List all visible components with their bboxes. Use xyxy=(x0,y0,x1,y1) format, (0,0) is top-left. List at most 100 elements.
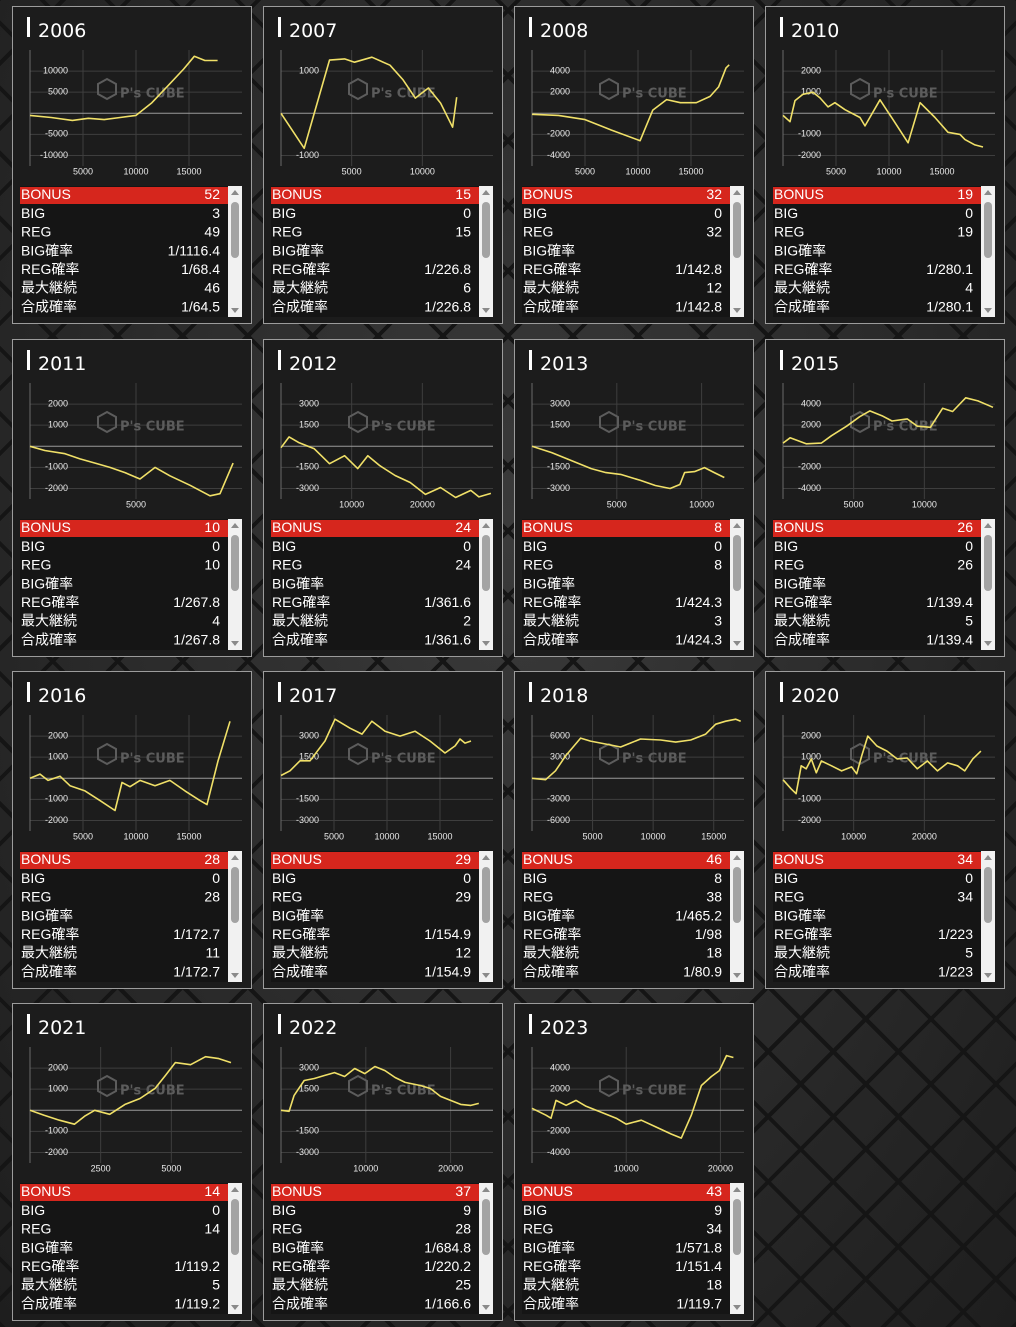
x-tick-label: 15000 xyxy=(929,166,954,176)
scroll-up-arrow[interactable] xyxy=(231,1187,239,1192)
scrollbar[interactable] xyxy=(730,851,744,982)
panel-year: 2010 xyxy=(791,20,839,42)
scrollbar-thumb[interactable] xyxy=(231,202,239,258)
scroll-down-arrow[interactable] xyxy=(733,308,741,313)
scrollbar[interactable] xyxy=(479,519,493,650)
scroll-up-arrow[interactable] xyxy=(482,190,490,195)
stat-value: 1/267.8 xyxy=(173,594,220,610)
y-tick-label: -2000 xyxy=(798,815,821,825)
scrollbar-thumb[interactable] xyxy=(482,867,490,923)
stat-value: 29 xyxy=(455,851,471,867)
y-tick-label: 1500 xyxy=(299,1084,319,1094)
scrollbar-thumb[interactable] xyxy=(733,202,741,258)
scroll-up-arrow[interactable] xyxy=(733,190,741,195)
stats-table xyxy=(20,851,228,982)
scroll-up-arrow[interactable] xyxy=(231,523,239,528)
scroll-up-arrow[interactable] xyxy=(733,1187,741,1192)
scrollbar-thumb[interactable] xyxy=(733,867,741,923)
scrollbar[interactable] xyxy=(228,519,242,650)
scroll-down-arrow[interactable] xyxy=(984,973,992,978)
stat-value: 1/98 xyxy=(695,926,722,942)
scroll-down-arrow[interactable] xyxy=(984,308,992,313)
watermark-icon xyxy=(97,77,117,101)
scroll-up-arrow[interactable] xyxy=(984,523,992,528)
scrollbar[interactable] xyxy=(228,851,242,982)
bonus-row-highlight xyxy=(271,187,479,204)
scroll-down-arrow[interactable] xyxy=(482,641,490,646)
scroll-down-arrow[interactable] xyxy=(733,641,741,646)
scrollbar[interactable] xyxy=(228,186,242,317)
stat-value: 1/226.8 xyxy=(424,298,471,314)
scrollbar[interactable] xyxy=(730,519,744,650)
stat-value: 1/172.7 xyxy=(173,926,220,942)
scrollbar[interactable] xyxy=(981,519,995,650)
watermark: P's CUBE xyxy=(622,1084,687,1099)
stat-label: BIG xyxy=(523,538,547,554)
scrollbar[interactable] xyxy=(981,186,995,317)
y-tick-label: 1500 xyxy=(550,420,570,430)
stat-label: 合成確率 xyxy=(774,963,830,979)
scroll-down-arrow[interactable] xyxy=(231,308,239,313)
scrollbar[interactable] xyxy=(479,186,493,317)
stat-value: 1/142.8 xyxy=(675,261,722,277)
scrollbar[interactable] xyxy=(981,851,995,982)
scrollbar-thumb[interactable] xyxy=(231,1199,239,1255)
title-marker xyxy=(27,1014,30,1034)
scroll-down-arrow[interactable] xyxy=(984,641,992,646)
scroll-up-arrow[interactable] xyxy=(984,855,992,860)
stats-table xyxy=(773,519,981,650)
scroll-up-arrow[interactable] xyxy=(733,855,741,860)
scrollbar-thumb[interactable] xyxy=(984,202,992,258)
stat-label: BIG xyxy=(272,870,296,886)
y-tick-label: 1000 xyxy=(48,752,68,762)
scroll-down-arrow[interactable] xyxy=(733,973,741,978)
scrollbar-thumb[interactable] xyxy=(984,867,992,923)
stat-label: 最大継続 xyxy=(21,613,77,629)
scroll-up-arrow[interactable] xyxy=(984,190,992,195)
y-tick-label: -4000 xyxy=(798,483,821,493)
scrollbar[interactable] xyxy=(730,1183,744,1314)
scroll-up-arrow[interactable] xyxy=(231,190,239,195)
y-tick-label: 1500 xyxy=(299,420,319,430)
scroll-up-arrow[interactable] xyxy=(231,855,239,860)
stat-value: 1/119.2 xyxy=(174,1258,220,1274)
scroll-down-arrow[interactable] xyxy=(231,973,239,978)
scroll-up-arrow[interactable] xyxy=(482,1187,490,1192)
scrollbar-thumb[interactable] xyxy=(482,1199,490,1255)
scrollbar-thumb[interactable] xyxy=(231,535,239,591)
scrollbar-thumb[interactable] xyxy=(984,535,992,591)
y-tick-label: -2000 xyxy=(45,1147,68,1157)
scroll-down-arrow[interactable] xyxy=(482,1305,490,1310)
scrollbar[interactable] xyxy=(479,1183,493,1314)
scrollbar[interactable] xyxy=(730,186,744,317)
scroll-up-arrow[interactable] xyxy=(482,855,490,860)
stat-label: 最大継続 xyxy=(272,1277,328,1293)
scrollbar-thumb[interactable] xyxy=(733,1199,741,1255)
stat-label: REG確率 xyxy=(523,261,581,277)
scroll-down-arrow[interactable] xyxy=(482,973,490,978)
stat-value: 0 xyxy=(212,1202,220,1218)
scroll-down-arrow[interactable] xyxy=(482,308,490,313)
scrollbar-thumb[interactable] xyxy=(482,535,490,591)
stats-table xyxy=(271,186,479,317)
scroll-down-arrow[interactable] xyxy=(231,641,239,646)
data-line xyxy=(531,718,742,781)
stat-label: BIG確率 xyxy=(523,907,575,923)
scroll-down-arrow[interactable] xyxy=(733,1305,741,1310)
scrollbar-thumb[interactable] xyxy=(733,535,741,591)
stat-label: BONUS xyxy=(523,851,573,867)
stat-label: REG確率 xyxy=(272,594,330,610)
scroll-up-arrow[interactable] xyxy=(482,523,490,528)
scroll-down-arrow[interactable] xyxy=(231,1305,239,1310)
x-tick-label: 10000 xyxy=(912,499,937,509)
scrollbar-thumb[interactable] xyxy=(482,202,490,258)
scrollbar-thumb[interactable] xyxy=(231,867,239,923)
data-line xyxy=(531,1054,734,1139)
scrollbar[interactable] xyxy=(479,851,493,982)
scroll-up-arrow[interactable] xyxy=(733,523,741,528)
scrollbar[interactable] xyxy=(228,1183,242,1314)
y-tick-label: 2000 xyxy=(550,1084,570,1094)
y-tick-label: 1000 xyxy=(48,420,68,430)
stat-value: 1/154.9 xyxy=(424,963,471,979)
